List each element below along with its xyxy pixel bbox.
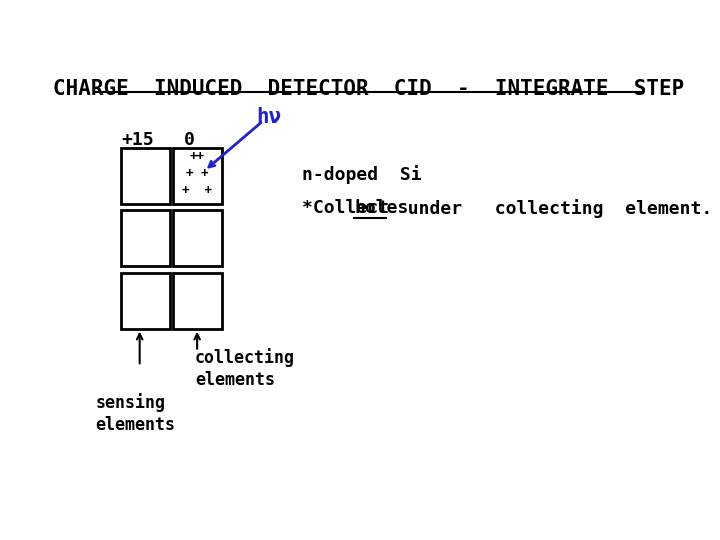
Bar	[121, 211, 170, 266]
Text: holes: holes	[354, 199, 409, 217]
Text: +15: +15	[121, 131, 154, 149]
Text: under   collecting  element.: under collecting element.	[387, 199, 713, 218]
Text: collecting
elements: collecting elements	[195, 348, 295, 389]
Text: *Collect: *Collect	[302, 199, 400, 217]
Bar	[173, 273, 222, 329]
Text: n-doped  Si: n-doped Si	[302, 165, 422, 185]
Bar	[121, 148, 170, 204]
Bar	[173, 148, 222, 204]
Text: 0: 0	[184, 131, 195, 149]
Text: sensing
elements: sensing elements	[96, 393, 176, 435]
Text: ++
+ +
+  +: ++ + + + +	[182, 151, 212, 198]
Text: CHARGE  INDUCED  DETECTOR  CID  -  INTEGRATE  STEP: CHARGE INDUCED DETECTOR CID - INTEGRATE …	[53, 79, 685, 99]
Text: hν: hν	[256, 107, 282, 127]
Bar	[173, 211, 222, 266]
Bar	[121, 273, 170, 329]
